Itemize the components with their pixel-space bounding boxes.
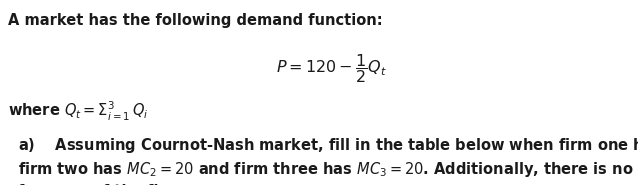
- Text: firm two has $MC_2 = 20$ and firm three has $MC_3 = 20$. Additionally, there is : firm two has $MC_2 = 20$ and firm three …: [18, 160, 638, 179]
- Text: where $Q_t = \Sigma_{i=1}^{3}\,Q_i$: where $Q_t = \Sigma_{i=1}^{3}\,Q_i$: [8, 100, 148, 123]
- Text: for none of the firms.: for none of the firms.: [18, 184, 195, 185]
- Text: $P = 120 - \dfrac{1}{2}Q_t$: $P = 120 - \dfrac{1}{2}Q_t$: [276, 52, 387, 85]
- Text: A market has the following demand function:: A market has the following demand functi…: [8, 13, 382, 28]
- Text: a)    Assuming Cournot-Nash market, fill in the table below when firm one has $M: a) Assuming Cournot-Nash market, fill in…: [18, 136, 638, 155]
